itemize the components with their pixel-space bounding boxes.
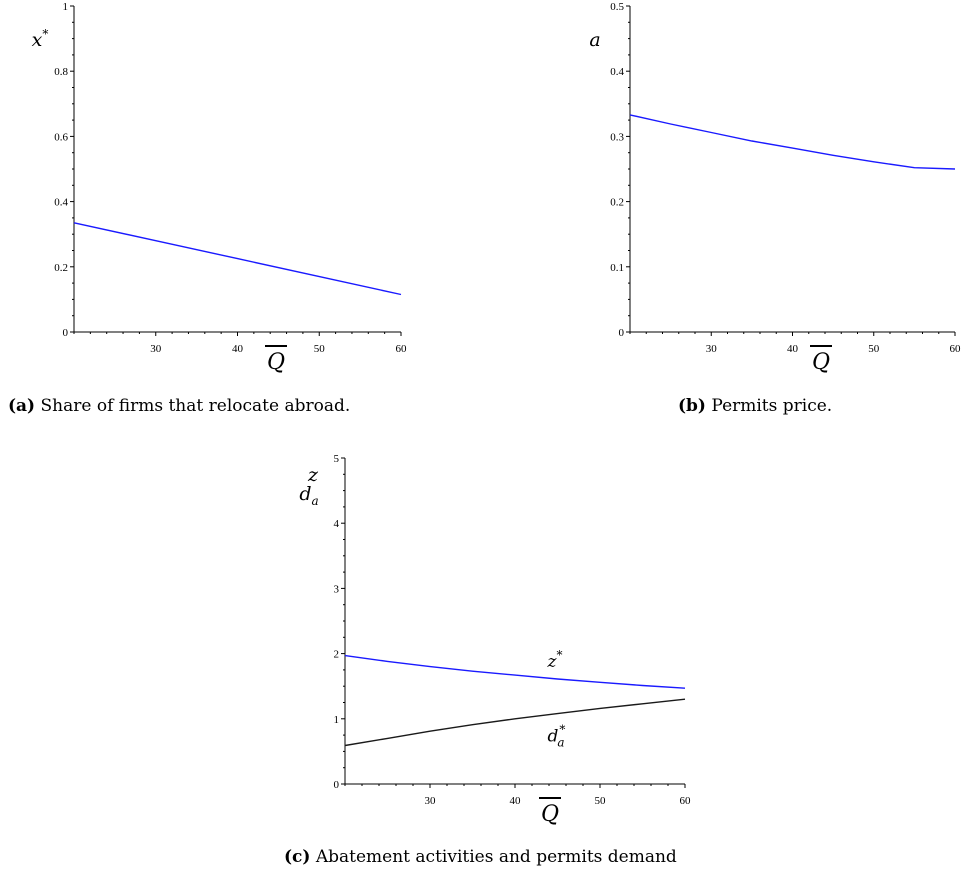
y-axis-label-z: z bbox=[307, 464, 319, 486]
x-tick-label: 50 bbox=[314, 343, 326, 355]
caption-a: (a) Share of firms that relocate abroad. bbox=[8, 396, 351, 416]
y-tick-label: 0.2 bbox=[54, 262, 68, 274]
y-tick-label: 0.6 bbox=[54, 131, 68, 143]
chart-b: 0 0.1 0.2 0.3 0.4 0.5 30 40 50 60 Qa bbox=[589, 1, 961, 375]
x-tick-label: 30 bbox=[150, 343, 162, 355]
y-tick-label: 1 bbox=[63, 1, 69, 13]
y-axis-label: a bbox=[589, 29, 600, 51]
x-axis-label: Q bbox=[812, 350, 830, 375]
y-tick-label: 5 bbox=[334, 453, 340, 465]
y-axis-label: x* bbox=[32, 27, 49, 51]
series-label-2: d* a bbox=[548, 723, 566, 750]
series-line-1 bbox=[629, 114, 956, 170]
y-tick-label: 0.2 bbox=[610, 197, 624, 209]
y-tick-label: 1 bbox=[334, 714, 340, 726]
y-tick-label: 0.4 bbox=[54, 197, 68, 209]
y-tick-label: 3 bbox=[334, 583, 340, 595]
series-label-1: z* bbox=[547, 648, 563, 672]
series-line-2 bbox=[344, 698, 686, 747]
x-tick-label: 60 bbox=[396, 343, 408, 355]
y-tick-label: 0 bbox=[619, 327, 625, 339]
x-axis-label: Q bbox=[541, 802, 559, 827]
y-tick-label: 2 bbox=[334, 649, 340, 661]
y-tick-label: 0.1 bbox=[610, 262, 624, 274]
x-tick-label: 40 bbox=[787, 343, 799, 355]
y-tick-label: 0 bbox=[63, 327, 69, 339]
series-line-1 bbox=[344, 654, 686, 689]
y-tick-label: 0.4 bbox=[610, 66, 624, 78]
x-tick-label: 50 bbox=[595, 795, 607, 807]
x-tick-label: 60 bbox=[680, 795, 692, 807]
y-tick-label: 0.8 bbox=[54, 66, 68, 78]
x-tick-label: 50 bbox=[868, 343, 880, 355]
caption-c: (c) Abatement activities and permits dem… bbox=[284, 847, 677, 867]
chart-a: 0 0.2 0.4 0.6 0.8 1 30 40 50 60 Qx* bbox=[32, 1, 407, 375]
x-tick-label: 40 bbox=[510, 795, 522, 807]
y-tick-label: 0.5 bbox=[610, 1, 624, 13]
x-axis-label: Q bbox=[267, 350, 285, 375]
x-tick-label: 30 bbox=[706, 343, 718, 355]
series-line-1 bbox=[73, 222, 402, 296]
y-axis-label-d: da bbox=[299, 483, 318, 508]
x-tick-label: 30 bbox=[425, 795, 437, 807]
caption-b: (b) Permits price. bbox=[678, 396, 833, 416]
y-tick-label: 0 bbox=[334, 779, 340, 791]
x-tick-label: 60 bbox=[950, 343, 962, 355]
y-tick-label: 0.3 bbox=[610, 131, 624, 143]
y-tick-label: 4 bbox=[334, 518, 340, 530]
x-tick-label: 40 bbox=[232, 343, 244, 355]
